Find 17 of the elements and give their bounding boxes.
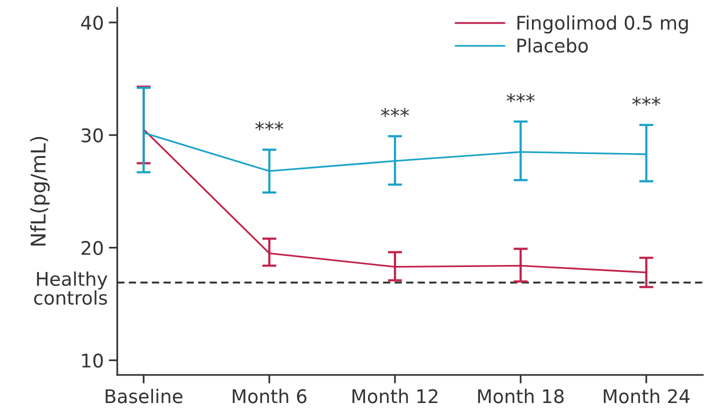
x-tick-label: Month 24 [604, 388, 690, 404]
x-tick-label: Month 6 [232, 388, 306, 404]
y-tick-label: 30 [82, 128, 103, 142]
annotation: *** [632, 96, 660, 106]
legend-label: Placebo [517, 38, 588, 53]
y-tick-label: 40 [81, 16, 103, 30]
x-tick-label: Month 12 [352, 388, 438, 404]
annotation: *** [380, 108, 409, 117]
annotation: *** [255, 122, 284, 130]
y-tick-label: 10 [82, 353, 103, 368]
annotation: *** [506, 93, 535, 102]
legend-label: Fingolimod 0.5 mg [517, 15, 688, 34]
x-tick-label: Month 18 [478, 388, 564, 404]
y-axis-title: NfL(pg/mL) [30, 136, 50, 246]
ref-line-label: Healthy controls [34, 271, 108, 305]
x-tick-label: Baseline [106, 388, 182, 404]
y-tick-label: 20 [82, 240, 103, 256]
